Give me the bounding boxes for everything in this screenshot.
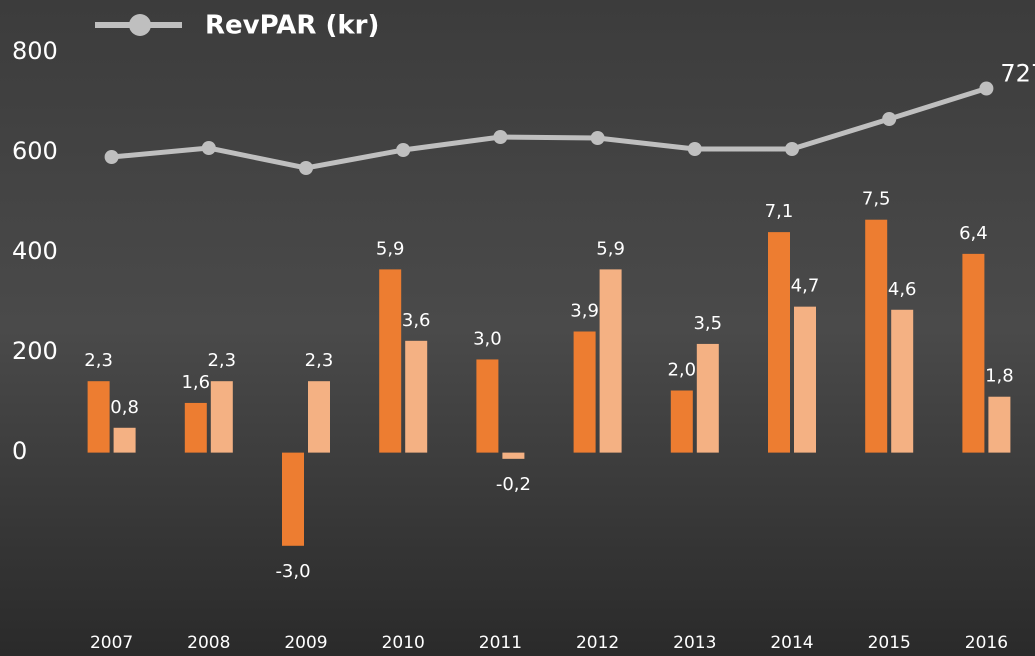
bar <box>671 391 693 453</box>
point-label: 727 <box>1000 60 1035 88</box>
value-label: 3,0 <box>473 328 502 349</box>
value-label: 0,8 <box>110 397 139 418</box>
value-label: 3,6 <box>402 310 431 331</box>
line-point <box>105 150 119 164</box>
x-tick-label: 2014 <box>770 633 813 653</box>
bar <box>308 381 330 452</box>
value-label: 3,5 <box>693 313 722 334</box>
bar <box>282 453 304 546</box>
value-label: 2,0 <box>667 360 696 381</box>
bar <box>794 307 816 453</box>
y-tick-label: 800 <box>12 37 58 65</box>
bar <box>185 403 207 453</box>
bar <box>600 269 622 452</box>
line-point <box>785 142 799 156</box>
x-tick-label: 2015 <box>868 633 911 653</box>
legend-label: RevPAR (kr) <box>205 11 379 41</box>
bar <box>88 381 110 452</box>
bar <box>697 344 719 453</box>
bar <box>379 269 401 452</box>
line-point <box>591 131 605 145</box>
value-label: 2,3 <box>305 350 334 371</box>
line-point <box>979 82 993 96</box>
bar <box>476 359 498 452</box>
bar <box>988 397 1010 453</box>
value-label: 1,6 <box>181 372 210 393</box>
value-label: -3,0 <box>275 561 310 582</box>
y-tick-label: 200 <box>12 337 58 365</box>
value-label: 5,9 <box>376 238 405 259</box>
line-point <box>396 143 410 157</box>
value-label: 4,7 <box>791 276 820 297</box>
value-label: 2,3 <box>84 350 113 371</box>
bar <box>891 310 913 453</box>
value-label: 7,5 <box>862 189 891 210</box>
x-tick-label: 2007 <box>90 633 133 653</box>
bar <box>865 220 887 453</box>
value-label: 6,4 <box>959 223 988 244</box>
legend-marker <box>129 14 151 36</box>
x-tick-label: 2012 <box>576 633 619 653</box>
line-point <box>493 130 507 144</box>
x-tick-label: 2011 <box>479 633 522 653</box>
value-label: -0,2 <box>496 474 531 495</box>
value-label: 3,9 <box>570 301 599 322</box>
value-label: 7,1 <box>765 201 794 222</box>
value-label: 2,3 <box>207 350 236 371</box>
line-point <box>688 142 702 156</box>
value-label: 5,9 <box>596 238 625 259</box>
bar <box>768 232 790 452</box>
value-label: 1,8 <box>985 366 1014 387</box>
bar <box>211 381 233 452</box>
line-point <box>299 161 313 175</box>
line-point <box>202 141 216 155</box>
page: {"chart_data": {"type": "bar-line", "cat… <box>0 0 1035 656</box>
x-tick-label: 2013 <box>673 633 716 653</box>
value-label: 4,6 <box>888 279 917 300</box>
bar <box>574 332 596 453</box>
bar <box>962 254 984 453</box>
x-tick-label: 2010 <box>382 633 425 653</box>
bar <box>114 428 136 453</box>
bar <box>405 341 427 453</box>
y-tick-label: 600 <box>12 137 58 165</box>
y-tick-label: 0 <box>12 437 27 465</box>
y-tick-label: 400 <box>12 237 58 265</box>
x-tick-label: 2016 <box>965 633 1008 653</box>
x-tick-label: 2008 <box>187 633 230 653</box>
line-point <box>882 112 896 126</box>
bar <box>502 453 524 459</box>
chart: 0 200 400 600 800 2007 2008 2009 2010 2011 2012 201… <box>0 0 1035 656</box>
x-tick-label: 2009 <box>284 633 327 653</box>
